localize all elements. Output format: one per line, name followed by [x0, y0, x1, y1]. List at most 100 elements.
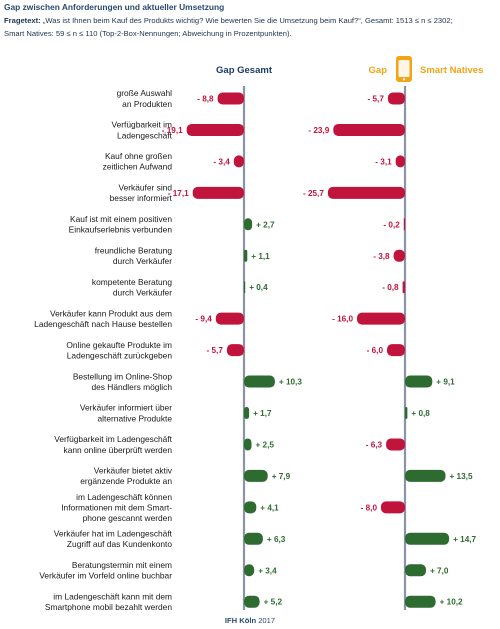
category-label: Online gekaufte Produkte im — [66, 340, 172, 350]
category-label: Verkäufer informiert über — [80, 403, 172, 413]
source-brand: IFH Köln — [224, 616, 257, 625]
data-label-smart-natives: - 16,0 — [332, 315, 353, 324]
bar-gesamt — [226, 344, 244, 357]
data-label-gesamt: + 1,1 — [251, 252, 270, 261]
bar-smart-natives — [395, 155, 405, 168]
category-label: freundliche Beratung — [95, 245, 173, 255]
data-label-gesamt: + 2,5 — [256, 440, 275, 449]
sample-text: Smart Natives: 59 ≤ n ≤ 110 (Top-2-Box-N… — [4, 28, 292, 38]
bar-smart-natives — [405, 532, 450, 545]
category-label: Smartphone mobil bezahlt werden — [45, 602, 172, 612]
data-label-smart-natives: + 7,0 — [430, 566, 449, 575]
panel-title-smart-natives: Smart Natives — [420, 65, 483, 76]
question-text: Fragetext: „Was ist Ihnen beim Kauf des … — [4, 15, 498, 40]
data-label-gesamt: - 17,1 — [168, 189, 189, 198]
bar-gesamt — [215, 312, 244, 325]
category-label: Verkäufer bietet aktiv — [94, 466, 173, 476]
category-label: Ladengeschäft zurückgeben — [67, 350, 173, 360]
bar-gesamt — [244, 564, 255, 577]
bar-gesamt — [244, 249, 248, 262]
category-label: alternative Produkte — [98, 413, 173, 423]
data-label-smart-natives: - 8,0 — [361, 503, 378, 512]
category-label: des Händlers möglich — [91, 382, 172, 392]
question-label: Fragetext: — [4, 16, 41, 25]
category-label: große Auswahl — [117, 88, 173, 98]
bar-gesamt — [244, 281, 246, 294]
bar-smart-natives — [327, 186, 405, 199]
data-label-gesamt: - 9,4 — [195, 315, 212, 324]
data-label-smart-natives: + 0,8 — [411, 409, 430, 418]
bar-gesamt — [244, 438, 252, 451]
bar-smart-natives — [405, 407, 408, 419]
panel-title-gap: Gap — [369, 65, 388, 76]
category-label: Kauf ohne großen — [105, 151, 172, 161]
category-label: ergänzende Produkte an — [80, 476, 172, 486]
category-label: Verkäufer kann Produkt aus dem — [50, 308, 172, 318]
category-label: Verkäufer im Vorfeld online buchbar — [39, 571, 172, 581]
category-label: Zugriff auf das Kundenkonto — [67, 539, 172, 549]
data-label-smart-natives: - 3,8 — [373, 252, 390, 261]
bar-gesamt — [244, 595, 260, 608]
category-label: im Ladengeschäft können — [76, 492, 172, 502]
bar-smart-natives — [387, 92, 405, 105]
smartphone-screen — [398, 60, 410, 77]
category-label: Ladengeschäft nach Hause bestellen — [34, 319, 172, 329]
category-label: Verkäufer sind — [118, 183, 172, 193]
data-label-gesamt: + 2,7 — [256, 220, 275, 229]
bar-smart-natives — [381, 501, 405, 514]
category-label: Ladengeschäft — [117, 130, 173, 140]
category-label: durch Verkäufer — [113, 288, 172, 298]
data-label-gesamt: + 7,9 — [272, 472, 291, 481]
category-label: Bestellung im Online-Shop — [73, 371, 173, 381]
panel-title-gesamt: Gap Gesamt — [216, 65, 273, 76]
category-label: kann online überprüft werden — [64, 445, 173, 455]
category-label: besser informiert — [110, 193, 173, 203]
category-label: Beratungstermin mit einem — [72, 560, 172, 570]
bar-smart-natives — [357, 312, 405, 325]
data-label-smart-natives: - 23,9 — [308, 126, 329, 135]
bar-gesamt — [244, 469, 268, 482]
category-label: im Ladengeschäft kann mit dem — [53, 591, 172, 601]
data-label-smart-natives: + 10,2 — [440, 598, 463, 607]
category-label: Verkäufer hat im Ladengeschäft — [54, 529, 173, 539]
data-label-gesamt: - 19,1 — [162, 126, 183, 135]
bar-smart-natives — [405, 469, 446, 482]
bar-smart-natives — [405, 564, 426, 577]
bar-smart-natives — [333, 123, 405, 136]
category-label: kompetente Beratung — [92, 277, 172, 287]
category-label: phone gescannt werden — [83, 513, 173, 523]
bar-gesamt — [217, 92, 244, 105]
bar-smart-natives — [405, 375, 433, 388]
data-label-gesamt: - 5,7 — [207, 346, 224, 355]
data-label-smart-natives: - 25,7 — [303, 189, 324, 198]
bar-gesamt — [244, 532, 263, 545]
data-label-smart-natives: - 6,3 — [366, 440, 383, 449]
data-label-gesamt: - 8,8 — [197, 95, 214, 104]
bar-smart-natives — [387, 344, 405, 357]
category-label: durch Verkäufer — [113, 256, 172, 266]
bar-gesamt — [244, 501, 257, 514]
data-label-gesamt: + 5,2 — [264, 598, 283, 607]
data-label-gesamt: + 4,1 — [260, 503, 279, 512]
category-label: an Produkten — [122, 99, 172, 109]
data-label-smart-natives: - 0,8 — [382, 283, 399, 292]
source-footer: IFH Köln 2017 — [0, 616, 500, 625]
bar-gesamt — [192, 186, 244, 199]
data-label-smart-natives: + 9,1 — [436, 378, 455, 387]
question-body: „Was ist Ihnen beim Kauf des Produkts wi… — [40, 16, 453, 25]
bar-gesamt — [233, 155, 244, 168]
data-label-gesamt: + 1,7 — [253, 409, 272, 418]
bar-smart-natives — [402, 281, 405, 294]
data-label-gesamt: + 10,3 — [279, 378, 302, 387]
data-label-gesamt: - 3,4 — [213, 157, 230, 166]
bar-smart-natives — [386, 438, 405, 451]
data-label-gesamt: + 3,4 — [258, 566, 277, 575]
bar-gesamt — [244, 375, 275, 388]
bar-gesamt — [186, 123, 244, 136]
data-label-smart-natives: - 3,1 — [375, 157, 392, 166]
category-label: Informationen mit dem Smart- — [61, 502, 172, 512]
bar-gesamt — [244, 407, 250, 419]
bar-gesamt — [244, 218, 253, 231]
data-label-smart-natives: - 6,0 — [367, 346, 384, 355]
